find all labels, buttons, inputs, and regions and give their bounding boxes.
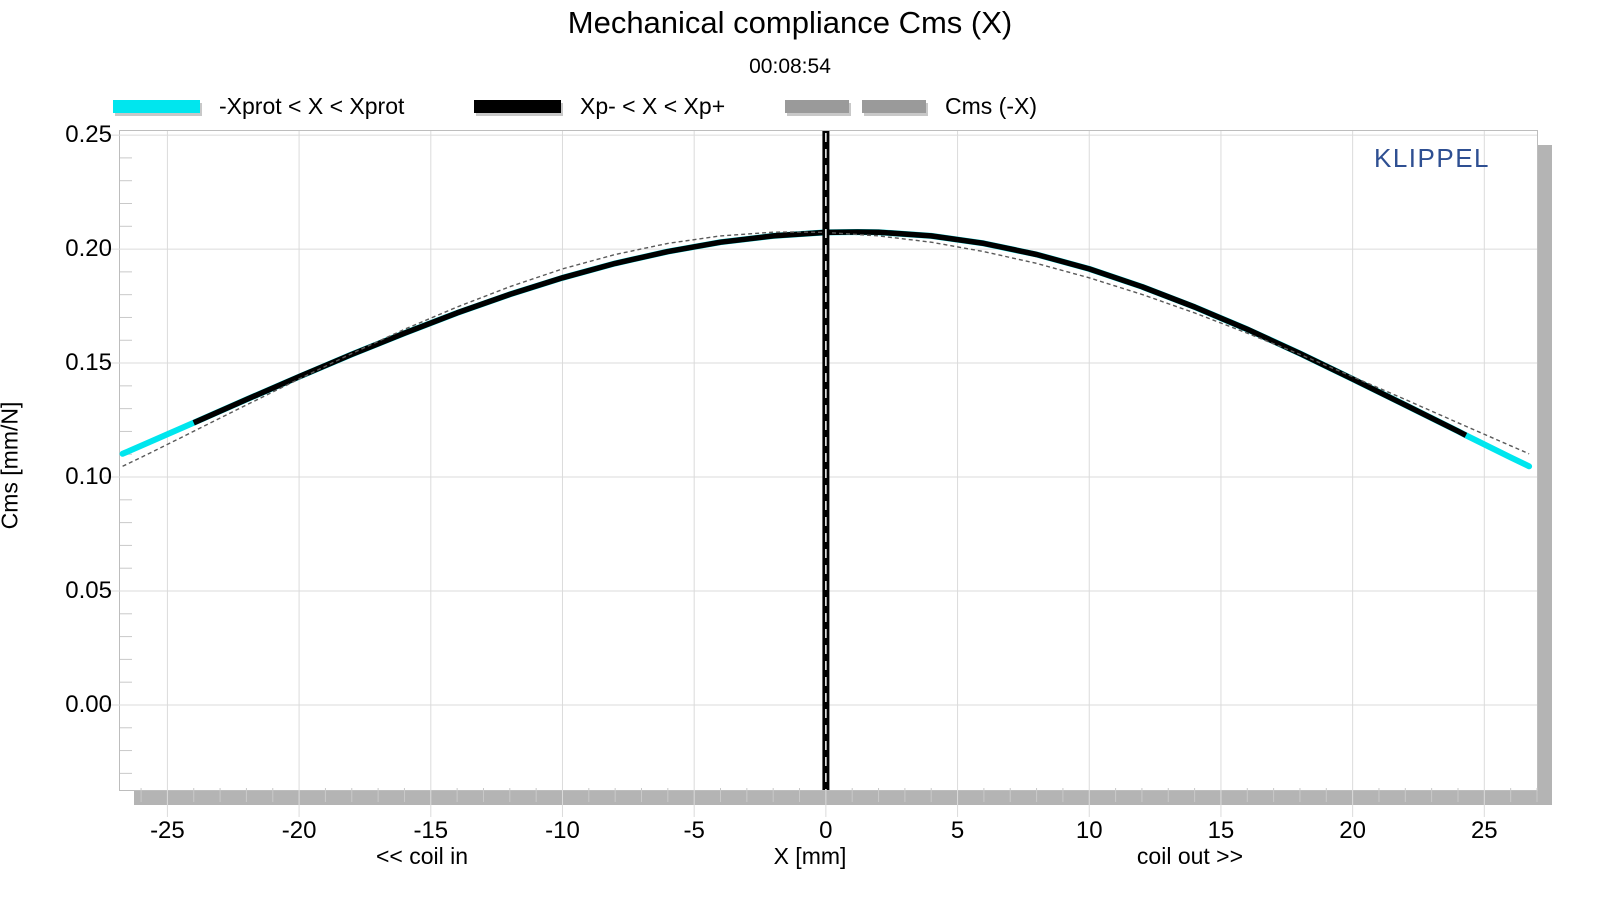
x-tick-label: -15 <box>413 817 449 844</box>
x-tick-label: 15 <box>1207 817 1235 844</box>
legend-label: -Xprot < X < Xprot <box>219 92 405 119</box>
legend-item-cms-mirror: Cms (-X) <box>785 92 1037 120</box>
x-tick-label: -20 <box>281 817 317 844</box>
legend-swatch-cyan <box>113 99 200 113</box>
legend-label: Cms (-X) <box>945 92 1037 119</box>
x-tick-label: -5 <box>683 817 705 844</box>
plot-shadow-bottom <box>134 791 1552 805</box>
x-tick-label: -25 <box>150 817 185 844</box>
y-axis-title: Cms [mm/N] <box>0 401 23 530</box>
plot-area: KLIPPEL <box>104 130 1538 817</box>
y-tick-label: 0.10 <box>65 463 112 491</box>
legend-label: Xp- < X < Xp+ <box>580 92 726 119</box>
x-tick-label: 0 <box>819 817 833 844</box>
chart-title: Mechanical compliance Cms (X) <box>567 5 1013 40</box>
y-tick-label: 0.25 <box>65 121 112 149</box>
y-tick-label: 0.20 <box>65 235 112 263</box>
legend-swatch-black <box>474 99 561 113</box>
x-tick-label: -10 <box>545 817 580 844</box>
plot-shadow-right <box>1538 145 1552 805</box>
legend-swatch-gray-dash <box>862 99 926 113</box>
legend-swatch-gray-dashes <box>785 99 926 113</box>
x-tick-label: 10 <box>1075 817 1103 844</box>
legend-item-xprot: -Xprot < X < Xprot <box>113 92 404 120</box>
klippel-watermark: KLIPPEL <box>1373 143 1490 173</box>
curve-cms-mirror <box>122 231 1530 467</box>
y-tick-label: 0.00 <box>65 690 112 718</box>
chart-subtitle: 00:08:54 <box>749 55 831 78</box>
compliance-curve-canvas <box>104 131 1538 817</box>
x-tick-label: 25 <box>1470 817 1498 844</box>
curve-xp-black <box>192 229 1468 438</box>
x-axis-title: X [mm] <box>773 843 847 869</box>
y-tick-label: 0.15 <box>65 349 112 377</box>
y-tick-label: 0.05 <box>65 577 112 604</box>
x-axis-caption-coil-out: coil out >> <box>1136 843 1244 869</box>
legend-item-xp: Xp- < X < Xp+ <box>474 92 725 120</box>
x-axis-caption-coil-in: << coil in <box>375 843 469 869</box>
x-tick-label: 20 <box>1339 817 1366 844</box>
legend-swatch-gray-dash <box>785 99 849 113</box>
x-tick-label: 5 <box>950 817 965 844</box>
